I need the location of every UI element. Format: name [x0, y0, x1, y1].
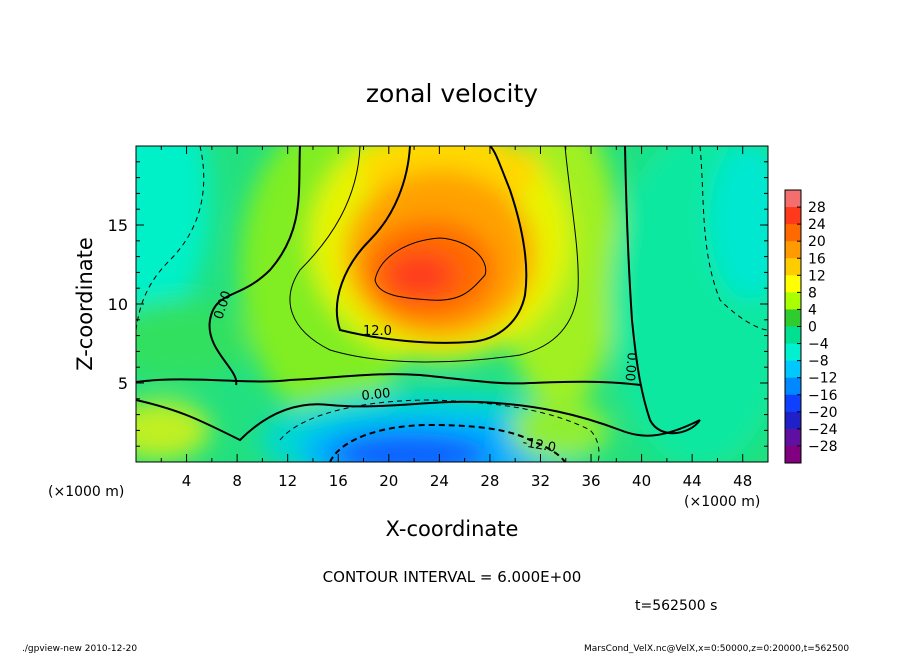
x-tick-label: 40: [632, 472, 651, 490]
contour-label: 0.00: [621, 352, 638, 382]
colorbar-swatch: [785, 428, 801, 447]
colorbar-label: −16: [808, 388, 838, 404]
x-unit-right: (×1000 m): [684, 494, 760, 510]
colorbar-label: 20: [808, 234, 826, 250]
x-axis-label: X-coordinate: [386, 517, 519, 541]
contour-six-a: [289, 146, 579, 363]
x-tick-label: 36: [581, 472, 600, 490]
x-unit-left: (×1000 m): [48, 484, 124, 500]
contour-neg-six-bottom: [279, 399, 600, 462]
colorbar-swatch: [785, 360, 801, 379]
x-tick-label: 48: [733, 472, 752, 490]
x-tick-label: 28: [480, 472, 499, 490]
contour-label: 12.0: [363, 324, 392, 339]
contour-neg-six-left: [136, 146, 205, 331]
colorbar-label: 0: [808, 320, 817, 336]
x-tick-label: 44: [683, 472, 702, 490]
x-tick-label: 20: [379, 472, 398, 490]
colorbar-swatch: [785, 224, 801, 242]
contour-zero-lower: [136, 399, 701, 442]
colorbar-swatch: [785, 343, 801, 362]
colorbar-label: 8: [808, 285, 817, 301]
colorbar-swatch: [785, 394, 801, 413]
x-axis: 4 8 12 16 20 24 28 32 36 40 44 48: [160, 146, 769, 490]
contour-zero-band: [136, 373, 641, 386]
x-tick-label: 32: [531, 472, 550, 490]
colorbar-label: −28: [808, 439, 838, 455]
colorbar-label: −24: [808, 422, 838, 438]
colorbar-swatch: [785, 190, 801, 208]
colorbar-swatch: [785, 207, 801, 225]
contour-eighteen: [374, 237, 487, 301]
contour-neg-twelve: [329, 423, 566, 462]
colorbar-swatch: [785, 309, 801, 327]
colorbar-swatch: [785, 241, 801, 259]
colorbar-label: −8: [808, 354, 829, 370]
plot-area: 0.00 12.0 0.00 -12.0 0.00: [136, 146, 768, 462]
contour-twelve: [335, 146, 528, 344]
colorbar-swatch: [785, 445, 801, 464]
y-tick-label: 15: [108, 216, 128, 235]
colorbar-label: 24: [808, 217, 826, 233]
y-tick-label: 5: [118, 374, 128, 393]
colorbar-swatch: [785, 292, 801, 310]
x-tick-label: 16: [329, 472, 348, 490]
colorbar-label: −12: [808, 371, 838, 387]
colorbar-label: 28: [808, 200, 826, 216]
colorbar-label: −4: [808, 337, 829, 353]
y-tick-label: 10: [108, 295, 128, 314]
y-axis-label: Z-coordinate: [73, 237, 97, 371]
x-tick-label: 8: [232, 472, 242, 490]
x-tick-label: 4: [182, 472, 192, 490]
contour-label: 0.00: [361, 386, 391, 404]
colorbar-label: −20: [808, 405, 838, 421]
colorbar-swatch: [785, 326, 801, 345]
contour-zero-left: [208, 146, 301, 386]
contour-zero-right: [624, 146, 701, 435]
footer-left: ./gpview-new 2010-12-20: [22, 644, 137, 654]
x-tick-label: 24: [430, 472, 449, 490]
contour-label: -12.0: [521, 435, 557, 456]
colorbar-swatch: [785, 275, 801, 293]
contour-interval-note: CONTOUR INTERVAL = 6.000E+00: [323, 568, 582, 586]
y-axis: 5 10 15: [108, 161, 768, 447]
x-tick-label: 12: [278, 472, 297, 490]
colorbar-swatch: [785, 377, 801, 396]
colorbar-label: 16: [808, 251, 826, 267]
colorbar-swatch: [785, 411, 801, 430]
colorbar-swatch: [785, 258, 801, 276]
time-note: t=562500 s: [635, 598, 717, 614]
colorbar-label: 12: [808, 268, 826, 284]
chart-title: zonal velocity: [366, 79, 538, 108]
footer-right: MarsCond_VelX.nc@VelX,x=0:50000,z=0:2000…: [584, 644, 849, 654]
contour-neg-six-right: [699, 146, 768, 331]
colorbar-label: 4: [808, 302, 817, 318]
